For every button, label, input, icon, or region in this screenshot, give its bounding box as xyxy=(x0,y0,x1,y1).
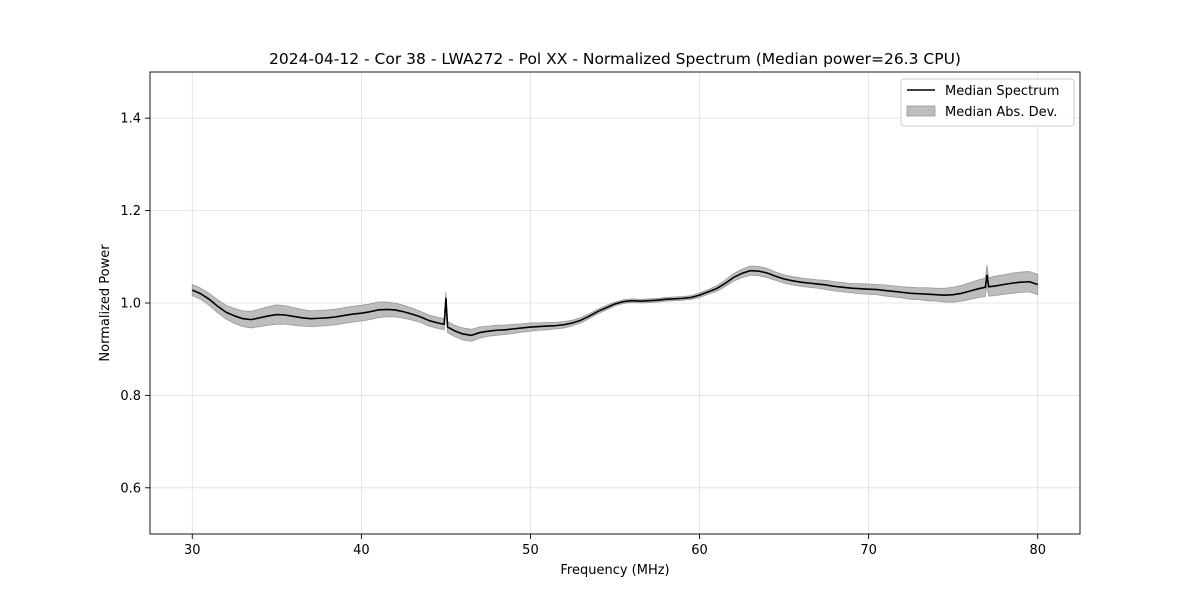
x-tick-label: 60 xyxy=(691,543,708,558)
y-axis-label: Normalized Power xyxy=(98,244,113,362)
x-tick-label: 40 xyxy=(353,543,370,558)
y-tick-label: 1.4 xyxy=(120,112,141,127)
legend-box xyxy=(900,78,1075,127)
x-tick-label: 80 xyxy=(1029,543,1046,558)
y-axis-ticks: 0.6 0.8 1.0 1.2 1.4 xyxy=(120,112,150,496)
chart-title: 2024-04-12 - Cor 38 - LWA272 - Pol XX - … xyxy=(269,50,961,68)
legend-label-median-abs-dev: Median Abs. Dev. xyxy=(945,105,1057,120)
x-axis-label: Frequency (MHz) xyxy=(560,563,669,578)
y-tick-label: 0.8 xyxy=(120,389,141,404)
legend-label-median-spectrum: Median Spectrum xyxy=(945,84,1059,99)
plot-area xyxy=(191,265,1039,342)
x-tick-label: 30 xyxy=(184,543,201,558)
x-tick-label: 50 xyxy=(522,543,539,558)
y-tick-label: 1.2 xyxy=(120,204,141,219)
y-tick-label: 0.6 xyxy=(120,481,141,496)
y-tick-label: 1.0 xyxy=(120,297,141,312)
x-axis-ticks: 30 40 50 60 70 80 xyxy=(184,534,1046,558)
legend: Median Spectrum Median Abs. Dev. xyxy=(900,78,1075,127)
x-tick-label: 70 xyxy=(860,543,877,558)
legend-band-swatch xyxy=(906,105,936,117)
median-spectrum-line xyxy=(191,269,1038,337)
